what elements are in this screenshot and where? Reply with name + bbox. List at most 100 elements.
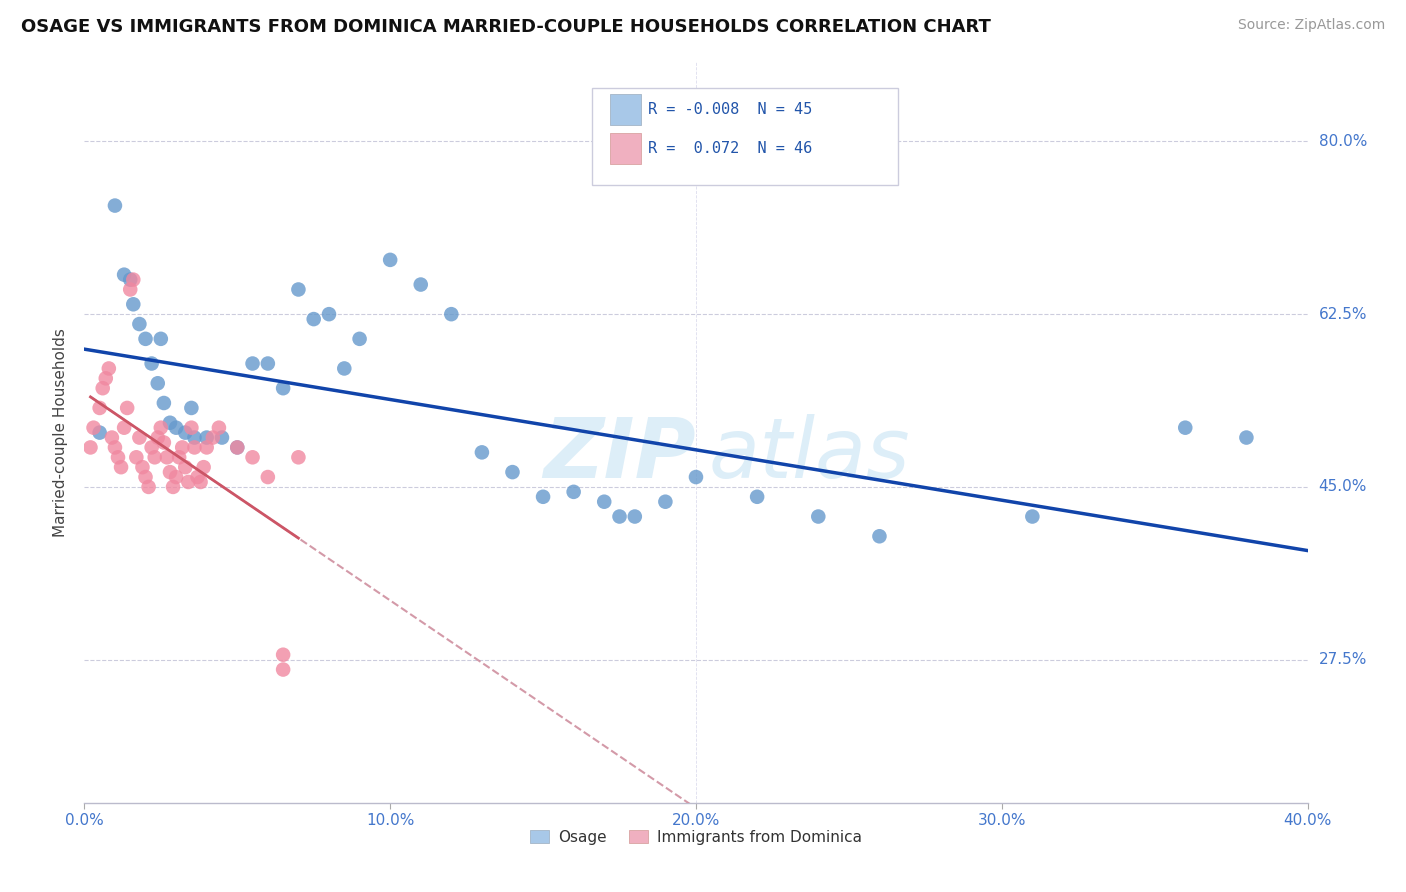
Point: [624, 509, 647, 524]
Point: [91, 381, 114, 395]
Point: [115, 401, 138, 415]
Point: [333, 361, 356, 376]
Point: [183, 431, 205, 445]
Point: [125, 450, 148, 465]
Point: [242, 357, 264, 371]
Point: [1236, 431, 1258, 445]
Point: [183, 441, 205, 455]
Point: [502, 465, 524, 479]
Point: [593, 494, 616, 508]
Point: [531, 490, 554, 504]
Text: OSAGE VS IMMIGRANTS FROM DOMINICA MARRIED-COUPLE HOUSEHOLDS CORRELATION CHART: OSAGE VS IMMIGRANTS FROM DOMINICA MARRIE…: [21, 18, 991, 36]
Point: [104, 198, 127, 212]
Point: [186, 470, 208, 484]
Point: [89, 425, 111, 440]
Point: [177, 475, 200, 489]
Point: [287, 450, 309, 465]
Point: [141, 357, 163, 371]
Point: [409, 277, 432, 292]
Point: [471, 445, 494, 459]
Text: R = -0.008  N = 45: R = -0.008 N = 45: [648, 103, 813, 118]
Point: [153, 435, 176, 450]
Point: [226, 441, 249, 455]
Point: [141, 441, 163, 455]
Point: [685, 470, 707, 484]
Point: [107, 450, 129, 465]
Bar: [610, 133, 641, 164]
Point: [562, 484, 585, 499]
Point: [128, 431, 150, 445]
Point: [318, 307, 340, 321]
Point: [271, 381, 294, 395]
FancyBboxPatch shape: [592, 88, 898, 185]
Point: [165, 470, 187, 484]
Point: [122, 272, 145, 286]
Point: [807, 509, 830, 524]
Point: [271, 663, 294, 677]
Legend: Osage, Immigrants from Dominica: Osage, Immigrants from Dominica: [524, 823, 868, 851]
Point: [94, 371, 117, 385]
Point: [131, 460, 153, 475]
Point: [242, 450, 264, 465]
Point: [1174, 420, 1197, 434]
Point: [302, 312, 325, 326]
Point: [162, 480, 184, 494]
Point: [271, 648, 294, 662]
Point: [149, 332, 172, 346]
Point: [112, 420, 135, 434]
Point: [159, 416, 181, 430]
Point: [143, 450, 166, 465]
Point: [201, 431, 224, 445]
Point: [349, 332, 371, 346]
Point: [120, 272, 142, 286]
Text: atlas: atlas: [709, 414, 910, 495]
Point: [380, 252, 402, 267]
Point: [609, 509, 631, 524]
Point: [135, 470, 157, 484]
Point: [257, 357, 280, 371]
Point: [1021, 509, 1043, 524]
Point: [174, 425, 197, 440]
Point: [190, 475, 212, 489]
Text: ZIP: ZIP: [543, 414, 696, 495]
Point: [122, 297, 145, 311]
Point: [112, 268, 135, 282]
Point: [138, 480, 160, 494]
Text: 62.5%: 62.5%: [1319, 307, 1367, 322]
Point: [869, 529, 891, 543]
Point: [226, 441, 249, 455]
Point: [747, 490, 769, 504]
Point: [149, 420, 172, 434]
Text: Source: ZipAtlas.com: Source: ZipAtlas.com: [1237, 18, 1385, 32]
Point: [180, 401, 202, 415]
Point: [79, 441, 101, 455]
Point: [120, 283, 142, 297]
Y-axis label: Married-couple Households: Married-couple Households: [53, 328, 69, 537]
Point: [172, 441, 194, 455]
Point: [104, 441, 127, 455]
Point: [101, 431, 124, 445]
Point: [165, 420, 187, 434]
Point: [146, 431, 169, 445]
Point: [110, 460, 132, 475]
Point: [89, 401, 111, 415]
Point: [174, 460, 197, 475]
Text: 45.0%: 45.0%: [1319, 479, 1367, 494]
Point: [208, 420, 231, 434]
Point: [153, 396, 176, 410]
Point: [83, 420, 105, 434]
Point: [180, 420, 202, 434]
Text: 80.0%: 80.0%: [1319, 134, 1367, 149]
Point: [654, 494, 676, 508]
Point: [146, 376, 169, 391]
Text: R =  0.072  N = 46: R = 0.072 N = 46: [648, 141, 813, 156]
Point: [167, 450, 190, 465]
Point: [257, 470, 280, 484]
Point: [193, 460, 215, 475]
Point: [128, 317, 150, 331]
Text: 27.5%: 27.5%: [1319, 652, 1367, 667]
Point: [211, 431, 233, 445]
Bar: [610, 95, 641, 126]
Point: [195, 441, 218, 455]
Point: [195, 431, 218, 445]
